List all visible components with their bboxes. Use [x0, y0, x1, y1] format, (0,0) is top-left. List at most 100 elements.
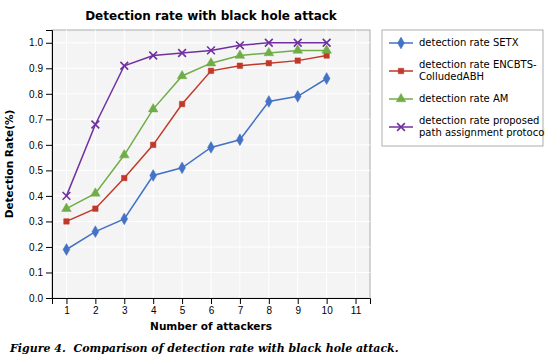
point [294, 90, 301, 102]
series [64, 53, 330, 224]
tick: 9 [295, 298, 301, 316]
tick-mark [46, 145, 52, 146]
tick-mark [298, 298, 299, 304]
tick-label: 0.4 [29, 191, 43, 202]
axis-line [53, 299, 371, 305]
grid-line-y [52, 170, 370, 171]
tick: 0.2 [29, 242, 52, 253]
point [93, 206, 98, 211]
grid-line-y [52, 272, 370, 273]
tick-label: 0.3 [29, 216, 43, 227]
legend: detection rate SETX detection rate ENCBTS… [382, 30, 545, 146]
grid-line-x [326, 30, 327, 298]
tick: 0.0 [29, 293, 52, 304]
grid-line-x [153, 30, 154, 298]
chart: 12345678910110.00.10.20.30.40.50.60.70.8… [0, 0, 545, 360]
point [120, 62, 128, 70]
grid-line-x [355, 30, 356, 298]
point [237, 63, 242, 68]
tick-label: 9 [295, 305, 301, 316]
tick: 6 [209, 298, 215, 316]
point [150, 170, 157, 182]
tick-mark [46, 272, 52, 273]
tick-mark [46, 221, 52, 222]
tick-label: 11 [351, 305, 362, 316]
point [119, 150, 129, 158]
series-layer [62, 39, 332, 256]
tick-label: 4 [151, 305, 157, 316]
point [295, 58, 300, 63]
grid-line-y [52, 221, 370, 222]
legend-label: detection rate SETX [419, 37, 519, 48]
tick-label: 0.0 [29, 293, 43, 304]
point [178, 49, 186, 57]
tick-mark [46, 68, 52, 69]
point [179, 162, 186, 174]
legend-item: detection rate AM [389, 93, 508, 104]
caption: Figure 4. Comparison of detection rate w… [9, 342, 399, 355]
tick-label: 6 [209, 305, 215, 316]
tick-label: 5 [180, 305, 186, 316]
tick: 0.7 [29, 114, 52, 125]
tick-mark [46, 196, 52, 197]
point [208, 68, 213, 73]
legend-marker [397, 123, 405, 131]
tick: 5 [180, 298, 186, 316]
point [266, 60, 271, 65]
series [63, 73, 330, 256]
point [179, 101, 184, 106]
point [122, 175, 127, 180]
tick: 2 [93, 298, 99, 316]
series-line [66, 56, 326, 222]
point [323, 39, 331, 47]
legend-label-line: detection rate proposed [419, 115, 539, 126]
grid-line-y [52, 246, 370, 247]
plot: 12345678910110.00.10.20.30.40.50.60.70.8… [29, 30, 370, 316]
legend-label: detection rate AM [419, 93, 508, 104]
tick-mark [124, 298, 125, 304]
legend-marker [398, 37, 405, 49]
point [294, 39, 302, 47]
tick-label: 0.9 [29, 63, 43, 74]
point [64, 219, 69, 224]
grid-line-y [52, 119, 370, 120]
point [62, 203, 72, 211]
grid-line-x [95, 30, 96, 298]
legend-label-line: ColludedABH [419, 71, 484, 82]
tick-label: 7 [238, 305, 244, 316]
x-axis-title: Number of attackers [150, 320, 272, 332]
point [235, 50, 245, 58]
tick-label: 10 [322, 305, 334, 316]
point [91, 188, 101, 196]
legend-label-line: path assignment protocol [419, 127, 545, 138]
series [63, 39, 331, 200]
tick: 0.6 [29, 140, 52, 151]
point [150, 142, 155, 147]
tick-mark [46, 119, 52, 120]
tick: 4 [151, 298, 157, 316]
legend-item: detection rate ENCBTS-ColludedABH [389, 59, 537, 82]
point [177, 70, 187, 78]
legend-label-line: detection rate AM [419, 93, 508, 104]
tick: 0.8 [29, 89, 52, 100]
point [323, 73, 330, 85]
tick-mark [356, 298, 357, 304]
grid-line-y [52, 93, 370, 94]
series [62, 45, 332, 212]
tick: 7 [238, 298, 244, 316]
grid-line-x [124, 30, 125, 298]
tick-label: 0.7 [29, 114, 43, 125]
grid-line-x [239, 30, 240, 298]
tick-mark [95, 298, 96, 304]
tick-mark [327, 298, 328, 304]
tick-mark [46, 298, 52, 299]
tick-mark [211, 298, 212, 304]
tick-label: 0.6 [29, 140, 43, 151]
tick-label: 2 [93, 305, 99, 316]
point [206, 58, 216, 66]
tick: 10 [322, 298, 334, 316]
tick-label: 0.2 [29, 242, 43, 253]
legend-marker [396, 93, 406, 101]
legend-item: detection rate proposedpath assignment p… [389, 115, 545, 138]
point [236, 41, 244, 49]
